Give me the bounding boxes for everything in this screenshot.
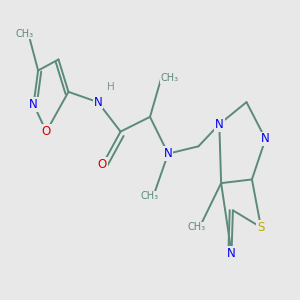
Text: H: H (107, 82, 115, 92)
Text: N: N (29, 98, 38, 111)
Text: N: N (227, 247, 236, 260)
Text: N: N (94, 96, 102, 109)
Text: O: O (42, 125, 51, 138)
Text: O: O (98, 158, 107, 171)
Text: CH₃: CH₃ (140, 191, 158, 201)
Text: S: S (257, 221, 265, 234)
Text: CH₃: CH₃ (188, 222, 206, 232)
Text: N: N (215, 118, 224, 131)
Text: N: N (261, 133, 270, 146)
Text: CH₃: CH₃ (16, 29, 34, 39)
Text: N: N (164, 147, 172, 160)
Text: CH₃: CH₃ (160, 73, 178, 83)
